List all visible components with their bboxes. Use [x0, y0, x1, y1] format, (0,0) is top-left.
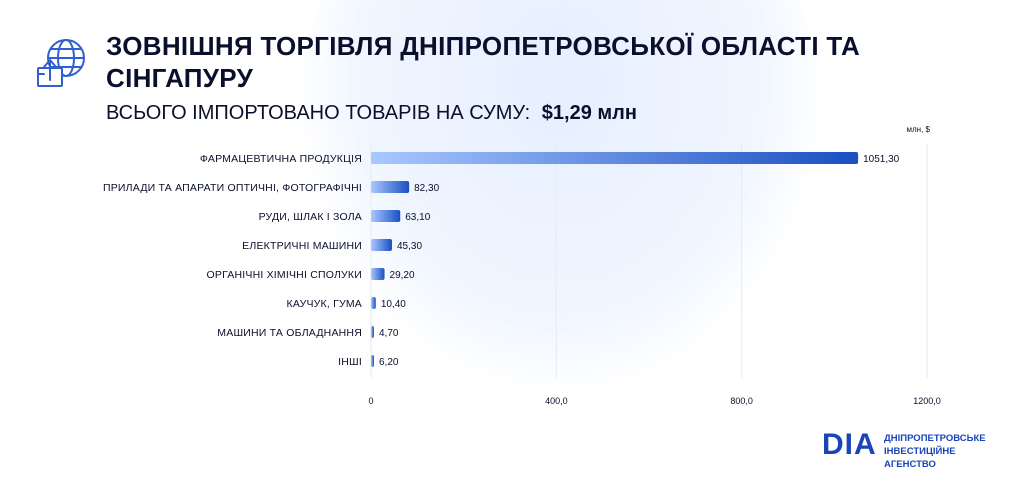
data-label: 29,20 [390, 270, 415, 281]
data-label: 4,70 [379, 328, 399, 339]
bar [371, 181, 410, 193]
bar [371, 326, 374, 338]
x-tick-label: 400,0 [545, 396, 568, 406]
category-label: ПРИЛАДИ ТА АПАРАТИ ОПТИЧНІ, ФОТОГРАФІЧНІ [103, 182, 362, 194]
category-label: МАШИНИ ТА ОБЛАДНАННЯ [217, 327, 362, 339]
bar [371, 152, 859, 164]
import-total: $1,29 млн [541, 102, 637, 124]
bar [371, 239, 392, 251]
data-label: 1051,30 [863, 154, 900, 165]
data-label: 6,20 [379, 357, 399, 368]
category-label: КАУЧУК, ГУМА [287, 298, 362, 310]
brand-logo-text: DIA [822, 428, 877, 461]
brand-name-line1: ДНІПРОПЕТРОВСЬКЕ [884, 433, 986, 444]
x-tick-label: 0 [368, 396, 373, 406]
category-label: ФАРМАЦЕВТИЧНА ПРОДУКЦІЯ [200, 153, 362, 165]
data-label: 82,30 [414, 183, 439, 194]
category-label: ІНШІ [338, 356, 362, 368]
data-label: 45,30 [397, 241, 422, 252]
globe-box-arrow-icon [37, 39, 85, 87]
category-label: ЕЛЕКТРИЧНІ МАШИНИ [242, 240, 362, 252]
data-label: 63,10 [405, 212, 430, 223]
brand-logo: DIA ДНІПРОПЕТРОВСЬКЕ ІНВЕСТИЦІЙНЕ АГЕНСТ… [822, 428, 1002, 470]
bar [371, 297, 376, 309]
subtitle-prefix: ВСЬОГО ІМПОРТОВАНО ТОВАРІВ НА СУМУ: [106, 102, 531, 124]
bar [371, 355, 374, 367]
data-label: 10,40 [381, 299, 406, 310]
unit-label: млн, $ [907, 125, 931, 134]
brand-name: ДНІПРОПЕТРОВСЬКЕ ІНВЕСТИЦІЙНЕ АГЕНСТВО [884, 432, 1004, 471]
category-label: ОРГАНІЧНІ ХІМІЧНІ СПОЛУКИ [207, 269, 362, 281]
category-label: РУДИ, ШЛАК І ЗОЛА [259, 211, 362, 223]
brand-name-line2: ІНВЕСТИЦІЙНЕ АГЕНСТВО [884, 446, 956, 470]
bar [371, 210, 401, 222]
bar [371, 268, 385, 280]
page-title: ЗОВНІШНЯ ТОРГІВЛЯ ДНІПРОПЕТРОВСЬКОЇ ОБЛА… [106, 31, 861, 93]
x-tick-label: 800,0 [730, 396, 753, 406]
page-subtitle: ВСЬОГО ІМПОРТОВАНО ТОВАРІВ НА СУМУ: $1,2… [106, 101, 637, 125]
x-tick-label: 1200,0 [913, 396, 941, 406]
